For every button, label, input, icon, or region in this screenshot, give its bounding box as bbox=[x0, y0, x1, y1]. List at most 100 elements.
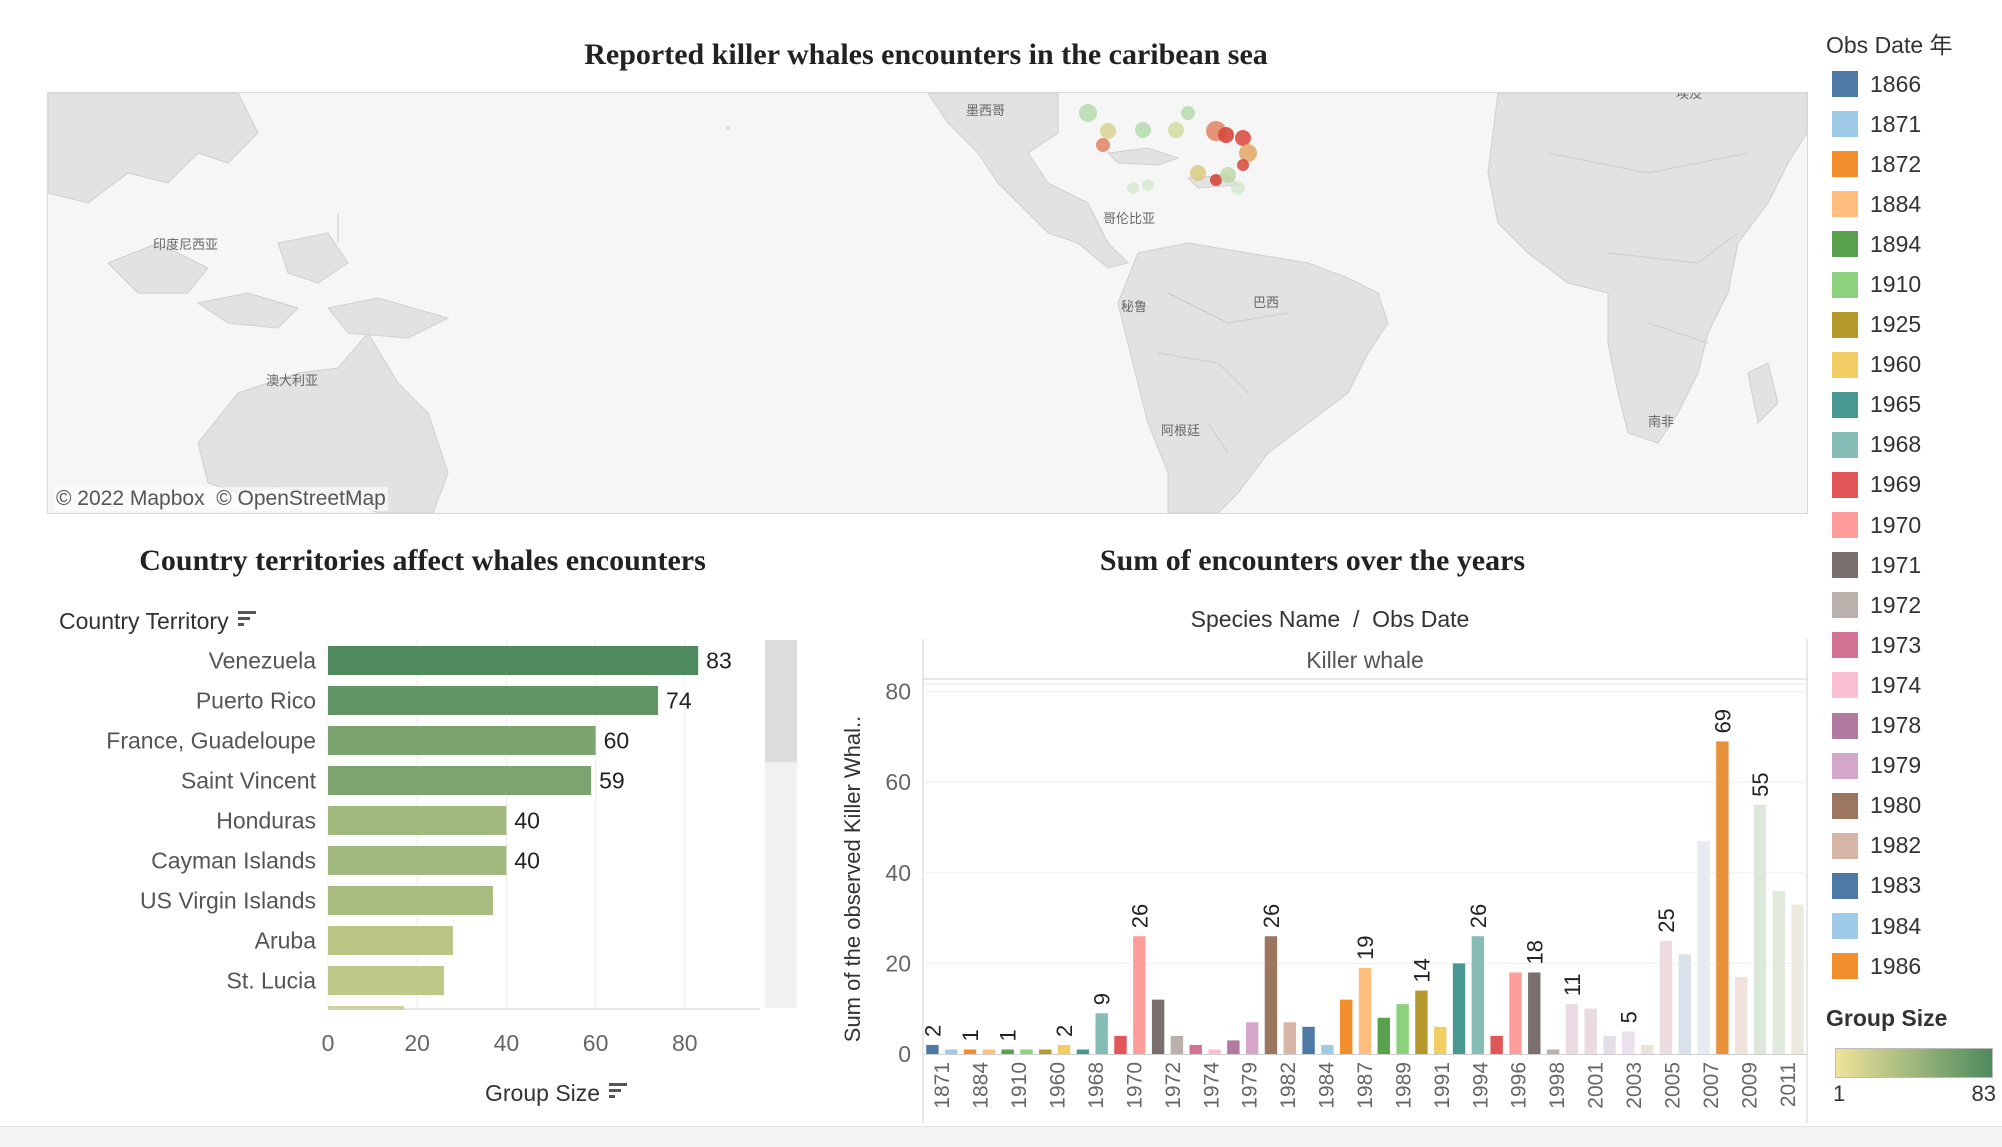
legend-swatch bbox=[1832, 592, 1858, 619]
bar-x-tick-label: 60 bbox=[583, 1030, 609, 1056]
column-bar-2008 bbox=[1716, 741, 1729, 1054]
legend-label: 1971 bbox=[1870, 551, 1922, 578]
column-x-tick-label: 1968 bbox=[1085, 1062, 1108, 1109]
column-y-tick-label: 0 bbox=[898, 1041, 911, 1067]
column-x-tick-label: 1871 bbox=[931, 1062, 954, 1109]
legend-item[interactable]: 1970 bbox=[1826, 505, 1996, 545]
column-bar-1987 bbox=[1358, 967, 1372, 1054]
column-value-label: 69 bbox=[1710, 709, 1735, 733]
legend-item[interactable]: 1979 bbox=[1826, 746, 1996, 786]
column-bar-1998 bbox=[1546, 1049, 1560, 1054]
legend-item[interactable]: 1980 bbox=[1826, 786, 1996, 826]
column-value-label: 2 bbox=[920, 1025, 945, 1037]
bar-chart-scrollbar[interactable] bbox=[765, 640, 797, 1008]
column-bar-1969 bbox=[1114, 1035, 1127, 1054]
legend-item[interactable]: 1983 bbox=[1826, 866, 1996, 906]
legend-item[interactable]: 1971 bbox=[1826, 545, 1996, 585]
legend-item[interactable]: 1872 bbox=[1826, 144, 1996, 184]
size-gradient bbox=[1835, 1048, 1993, 1078]
column-x-tick-label: 2003 bbox=[1623, 1062, 1646, 1109]
column-bar-1990 bbox=[1415, 990, 1428, 1054]
legend-item[interactable]: 1925 bbox=[1826, 305, 1996, 345]
legend-item[interactable]: 1972 bbox=[1826, 585, 1996, 625]
map-label-australia: 澳大利亚 bbox=[266, 373, 318, 388]
bar-value-label: 59 bbox=[599, 768, 625, 794]
column-bar-1991 bbox=[1434, 1026, 1447, 1054]
bar-category-label: Saint Vincent bbox=[181, 768, 317, 794]
legend-swatch bbox=[1832, 471, 1858, 498]
column-value-label: 11 bbox=[1560, 973, 1585, 996]
scrollbar-thumb[interactable] bbox=[765, 640, 797, 762]
legend-label: 1986 bbox=[1870, 952, 1922, 979]
column-bar-1910 bbox=[1020, 1049, 1033, 1054]
sort-icon[interactable] bbox=[237, 608, 257, 635]
bottom-toolbar bbox=[0, 1126, 2002, 1147]
column-bar-1984 bbox=[1321, 1044, 1334, 1054]
legend-label: 1910 bbox=[1870, 271, 1922, 298]
column-x-tick-label: 1960 bbox=[1047, 1062, 1070, 1109]
legend-item[interactable]: 1884 bbox=[1826, 184, 1996, 224]
column-value-label: 18 bbox=[1522, 940, 1547, 964]
bar-category-label: Honduras bbox=[216, 808, 316, 834]
map-label-colombia: 哥伦比亚 bbox=[1103, 211, 1155, 226]
column-bar-1996 bbox=[1509, 972, 1522, 1054]
map-attribution[interactable]: © 2022 Mapbox © OpenStreetMap bbox=[54, 487, 388, 511]
legend-swatch bbox=[1832, 632, 1858, 659]
column-value-label: 14 bbox=[1409, 958, 1434, 982]
bar-x-tick-label: 0 bbox=[322, 1030, 335, 1056]
yearly-column-chart: Killer whale 0 20 40 60 80 Sum of the observed… bbox=[840, 639, 1808, 1123]
legend-label: 1894 bbox=[1870, 230, 1922, 257]
column-bar-1972 bbox=[1170, 1035, 1184, 1054]
bar-dimension-label: Country Territory bbox=[59, 608, 229, 634]
legend-item[interactable]: 1982 bbox=[1826, 826, 1996, 866]
legend-item[interactable]: 1968 bbox=[1826, 425, 1996, 465]
legend-item[interactable]: 1866 bbox=[1826, 64, 1996, 104]
bar-saint-vincent bbox=[328, 766, 592, 795]
column-value-label: 26 bbox=[1466, 904, 1491, 928]
bar-x-tick-label: 80 bbox=[672, 1030, 698, 1056]
bar-value-label: 40 bbox=[514, 848, 540, 874]
sort-icon[interactable] bbox=[608, 1080, 628, 1107]
column-bar-2004 bbox=[1640, 1044, 1654, 1054]
column-x-tick-label: 1910 bbox=[1008, 1062, 1031, 1109]
legend-item[interactable]: 1978 bbox=[1826, 706, 1996, 746]
bar-dimension-header[interactable]: Country Territory bbox=[59, 608, 257, 635]
legend-item[interactable]: 1973 bbox=[1826, 625, 1996, 665]
bar-measure-header[interactable]: Group Size bbox=[485, 1080, 628, 1107]
column-x-tick-label: 1972 bbox=[1162, 1062, 1185, 1109]
legend-item[interactable]: 1965 bbox=[1826, 385, 1996, 425]
legend-swatch bbox=[1832, 431, 1858, 458]
legend-swatch bbox=[1832, 792, 1858, 819]
legend-swatch bbox=[1832, 311, 1858, 338]
column-value-label: 5 bbox=[1616, 1011, 1641, 1023]
bar-x-tick-label: 40 bbox=[494, 1030, 520, 1056]
bar-category-label: Aruba bbox=[255, 928, 317, 954]
legend-item[interactable]: 1894 bbox=[1826, 224, 1996, 264]
legend-item[interactable]: 1986 bbox=[1826, 946, 1996, 986]
column-value-label: 25 bbox=[1654, 908, 1679, 932]
bar-cayman-islands bbox=[328, 846, 507, 875]
legend-item[interactable]: 1984 bbox=[1826, 906, 1996, 946]
legend-item[interactable]: 1871 bbox=[1826, 104, 1996, 144]
legend-label: 1979 bbox=[1870, 752, 1922, 779]
column-x-tick-label: 1994 bbox=[1469, 1062, 1492, 1109]
column-bar-1925 bbox=[1039, 1049, 1052, 1054]
country-bar-chart: Venezuela 83 Puerto Rico 74 France, Guadelou… bbox=[106, 640, 760, 1056]
column-bar-1988 bbox=[1377, 1017, 1391, 1054]
column-y-tick-label: 80 bbox=[885, 679, 911, 705]
column-bar-1983 bbox=[1302, 1026, 1315, 1054]
map-view[interactable]: 墨西哥 哥伦比亚 秘鲁 巴西 阿根廷 印度尼西亚 澳大利亚 南非 埃及 © 20… bbox=[47, 92, 1808, 514]
column-value-label: 55 bbox=[1748, 772, 1773, 796]
column-bar-1894 bbox=[1001, 1049, 1014, 1054]
column-x-tick-label: 1884 bbox=[970, 1062, 993, 1109]
legend-item[interactable]: 1969 bbox=[1826, 465, 1996, 505]
column-value-label: 1 bbox=[958, 1029, 983, 1041]
legend-item[interactable]: 1974 bbox=[1826, 665, 1996, 705]
bar-category-label: Cayman Islands bbox=[151, 848, 316, 874]
legend-item[interactable]: 1910 bbox=[1826, 264, 1996, 304]
legend-item[interactable]: 1960 bbox=[1826, 345, 1996, 385]
legend-label: 1965 bbox=[1870, 391, 1922, 418]
color-legend: Obs Date 年 1866 1871 1872 1884 1894 1910 1925 1… bbox=[1826, 26, 1996, 986]
column-x-tick-label: 1987 bbox=[1354, 1062, 1377, 1109]
bar-category-label: St. Lucia bbox=[227, 968, 317, 994]
